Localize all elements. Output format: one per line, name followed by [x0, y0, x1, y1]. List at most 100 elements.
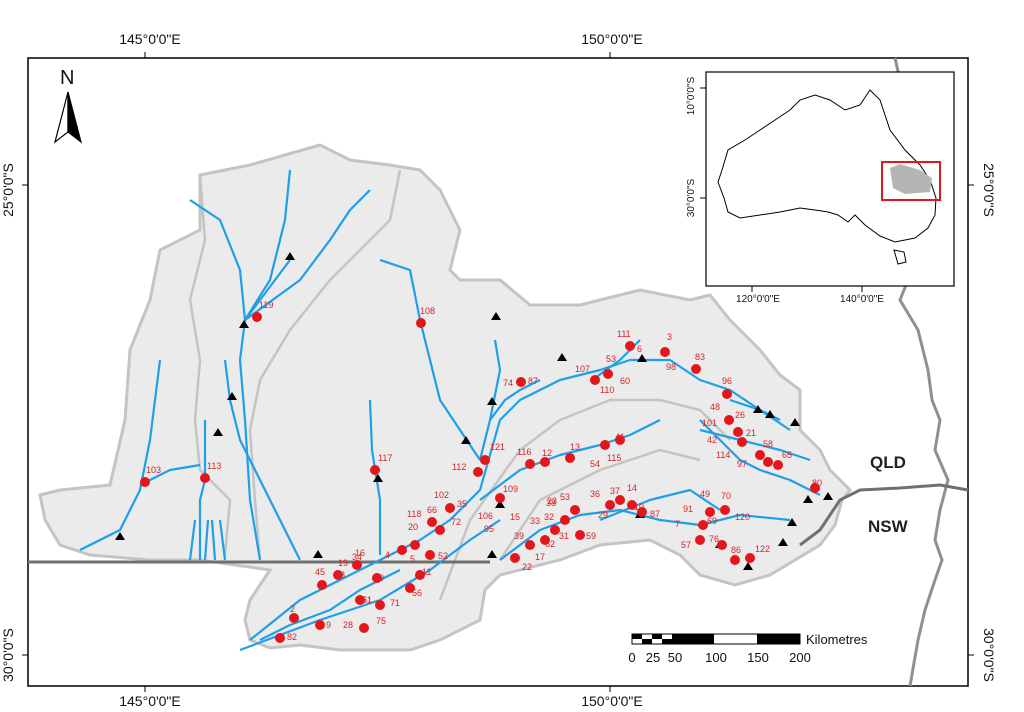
site-label: 34	[352, 552, 362, 562]
site-label: 57	[681, 540, 691, 550]
river-north-west-2	[189, 199, 247, 321]
site-label: 114	[716, 450, 730, 460]
site-marker	[275, 633, 285, 643]
site-label: 49	[700, 489, 710, 499]
gauge-marker	[823, 492, 833, 500]
site-label: 72	[451, 517, 461, 527]
site-marker	[352, 560, 362, 570]
scale-title: Kilometres	[806, 632, 868, 647]
site-label: 35	[457, 499, 467, 509]
site-marker	[733, 427, 743, 437]
site-label: 62	[545, 539, 555, 549]
gauge-marker	[227, 392, 237, 400]
site-marker	[445, 503, 455, 513]
gauge-marker	[285, 252, 295, 260]
site-label: 15	[510, 512, 520, 522]
site-marker	[660, 347, 670, 357]
site-marker	[540, 535, 550, 545]
state-label-nsw: NSW	[868, 517, 909, 536]
site-label: 86	[731, 545, 741, 555]
site-marker	[435, 525, 445, 535]
site-label: 112	[452, 462, 466, 472]
site-marker	[615, 435, 625, 445]
river-warrego	[223, 359, 301, 561]
site-label: 3	[667, 332, 672, 342]
site-marker	[525, 459, 535, 469]
inset-coord-140e: 140°0'0"E	[840, 294, 884, 305]
site-marker	[722, 389, 732, 399]
site-label: 19	[338, 558, 348, 568]
gauge-marker	[765, 410, 775, 418]
site-marker	[737, 437, 747, 447]
site-marker	[416, 318, 426, 328]
site-marker	[415, 570, 425, 580]
site-label: 108	[420, 306, 435, 316]
site-marker	[540, 457, 550, 467]
river-lower-branch	[239, 519, 501, 652]
site-label: 29	[598, 510, 608, 520]
river-north-west-4	[244, 169, 292, 321]
site-label: 36	[590, 489, 600, 499]
gauge-marker	[803, 495, 813, 503]
site-marker	[698, 520, 708, 530]
site-marker	[317, 580, 327, 590]
tasmania-outline	[893, 249, 907, 265]
site-label: 56	[412, 588, 422, 598]
site-label: 20	[408, 522, 418, 532]
site-label: 107	[575, 364, 590, 374]
site-label: 83	[695, 352, 705, 362]
river-113	[198, 420, 207, 560]
site-marker	[724, 415, 734, 425]
site-marker	[200, 473, 210, 483]
inset-study-area-box	[881, 161, 941, 201]
gauge-marker	[637, 354, 647, 362]
river-middle	[479, 419, 661, 501]
site-marker	[600, 440, 610, 450]
site-label: 87	[528, 376, 538, 386]
site-marker	[427, 517, 437, 527]
site-label: 10	[634, 502, 644, 512]
site-label: 103	[146, 465, 161, 475]
state-border-east	[799, 483, 969, 547]
site-marker	[375, 600, 385, 610]
site-label: 11	[422, 567, 431, 577]
site-label: 70	[721, 491, 731, 501]
site-label: 122	[755, 544, 770, 554]
site-label: 33	[530, 516, 540, 526]
site-label: 75	[376, 616, 386, 626]
scale-tick-150: 150	[747, 650, 769, 665]
site-label: 48	[710, 402, 720, 412]
site-label: 16	[355, 548, 365, 558]
site-label: 119	[259, 300, 273, 310]
site-label: 23	[547, 496, 557, 506]
river-delta	[188, 519, 227, 561]
site-label: 51	[362, 595, 372, 605]
site-marker	[705, 507, 715, 517]
site-label: 76	[709, 534, 719, 544]
site-label: 110	[600, 385, 614, 395]
site-label: 42	[707, 435, 717, 445]
north-arrow-label: N	[60, 67, 74, 89]
site-label: 58	[763, 439, 773, 449]
scale-tick-0: 0	[628, 650, 635, 665]
site-label: 69	[707, 516, 717, 526]
site-marker	[370, 465, 380, 475]
site-label: 115	[607, 453, 621, 463]
site-marker	[575, 530, 585, 540]
gauge-marker	[790, 418, 800, 426]
australia-outline	[717, 89, 937, 243]
right-coord-30: 30°0'0"S	[981, 628, 997, 682]
site-label: 2	[290, 604, 295, 614]
site-marker	[625, 341, 635, 351]
site-label: 37	[610, 486, 620, 496]
subcatchment-boundary-2	[248, 169, 402, 561]
site-label: 4	[385, 550, 390, 560]
site-label: 12	[542, 448, 552, 458]
site-label: 97	[737, 459, 747, 469]
site-marker	[603, 369, 613, 379]
site-label: 17	[535, 552, 545, 562]
site-label: 120	[735, 512, 750, 522]
site-label: 65	[782, 450, 792, 460]
site-label: 80	[812, 478, 822, 488]
site-label: 61	[362, 595, 372, 605]
